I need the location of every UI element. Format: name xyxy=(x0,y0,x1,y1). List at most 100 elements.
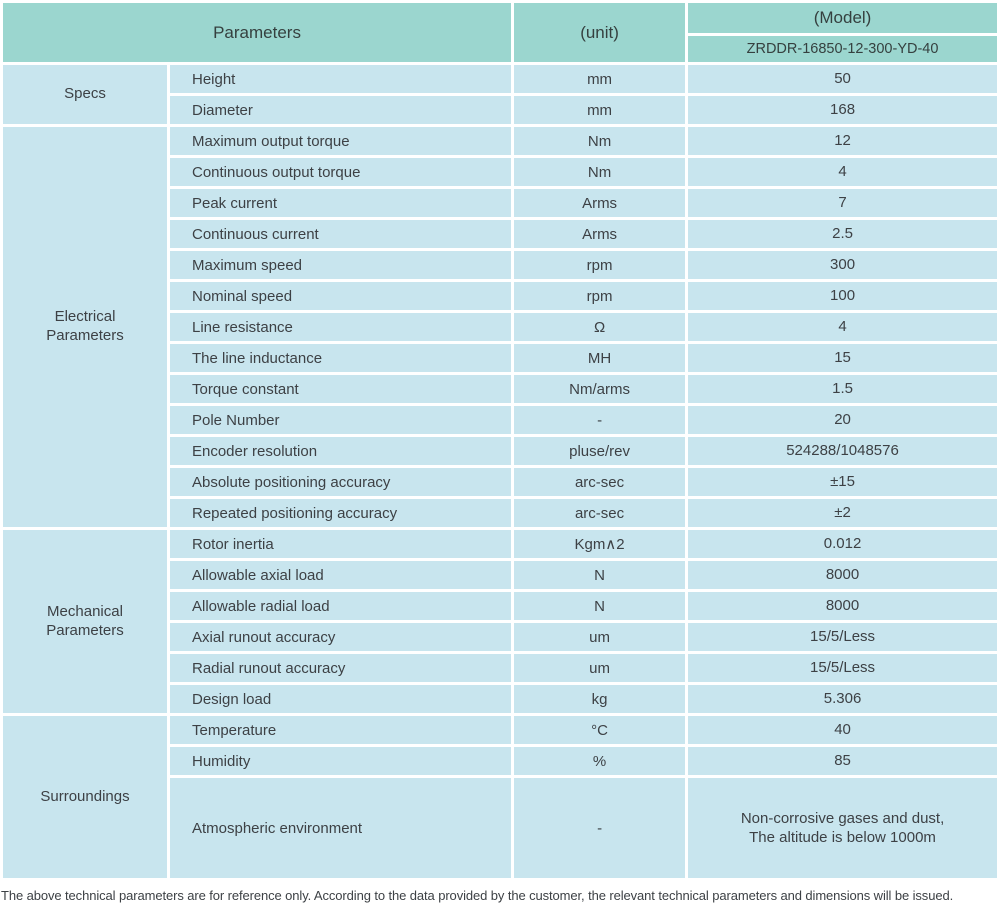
value-cell: 0.012 xyxy=(688,530,997,558)
parameter-cell: Diameter xyxy=(169,96,512,124)
value-cell: 15/5/Less xyxy=(688,623,997,651)
value-cell: 168 xyxy=(688,96,997,124)
header-row-2: ZRDDR-16850-12-300-YD-40 xyxy=(3,36,997,62)
unit-cell: Kgm∧2 xyxy=(514,530,686,558)
unit-cell: Arms xyxy=(514,189,686,217)
parameter-cell: Peak current xyxy=(169,189,512,217)
unit-cell: MH xyxy=(514,344,686,372)
table-row: Pole Number -20 xyxy=(3,406,997,434)
value-cell: 4 xyxy=(688,158,997,186)
parameter-cell: Design load xyxy=(169,685,512,713)
unit-cell: Arms xyxy=(514,220,686,248)
spec-table-header: Parameters (unit) (Model) ZRDDR-16850-12… xyxy=(3,3,997,62)
parameter-cell: Line resistance xyxy=(169,313,512,341)
table-row: Continuous current Arms 2.5 xyxy=(3,220,997,248)
table-row: Maximum speed rpm 300 xyxy=(3,251,997,279)
unit-cell: Nm xyxy=(514,127,686,155)
value-cell: 524288/1048576 xyxy=(688,437,997,465)
table-row: Surroundings Temperature °C 40 xyxy=(3,716,997,878)
parameters-header-cell: Parameters xyxy=(3,3,512,62)
parameter-cell: Encoder resolution xyxy=(169,437,512,465)
unit-cell: - xyxy=(514,406,686,434)
parameter-cell: Pole Number xyxy=(169,406,512,434)
parameter-cell: Radial runout accuracy xyxy=(169,654,512,682)
parameter-cell: Continuous output torque xyxy=(169,158,512,186)
footer-note: The above technical parameters are for r… xyxy=(1,888,954,903)
table-row: Electrical Parameters Maximum output torq… xyxy=(3,127,997,527)
parameter-cell: Temperature xyxy=(169,716,512,744)
category-cell: Mechanical Parameters xyxy=(3,530,167,713)
unit-cell: kg xyxy=(514,685,686,713)
parameter-cell: Maximum output torque xyxy=(169,127,512,155)
table-row: Humidity% 85 xyxy=(3,747,997,775)
unit-cell: Nm/arms xyxy=(514,375,686,403)
parameter-cell: Axial runout accuracy xyxy=(169,623,512,651)
model-number-cell: ZRDDR-16850-12-300-YD-40 xyxy=(688,36,997,62)
parameter-cell: Allowable radial load xyxy=(169,592,512,620)
value-cell: 100 xyxy=(688,282,997,310)
spec-sheet: Parameters (unit) (Model) ZRDDR-16850-12… xyxy=(1,3,997,903)
table-row: The line inductance MH 15 xyxy=(3,344,997,372)
table-row: Absolute positioning accuracy arc-sec ±15 xyxy=(3,468,997,496)
unit-cell: °C xyxy=(514,716,686,744)
parameter-cell: Absolute positioning accuracy xyxy=(169,468,512,496)
spec-table: Parameters (unit) (Model) ZRDDR-16850-12… xyxy=(3,3,997,878)
value-cell: 15/5/Less xyxy=(688,654,997,682)
parameter-cell: Rotor inertia xyxy=(169,530,512,558)
unit-cell: % xyxy=(514,747,686,775)
value-cell: 5.306 xyxy=(688,685,997,713)
table-row: Mechanical Parameters Rotor inertia Kgm∧2 0… xyxy=(3,530,997,713)
table-row: Repeated positioning accuracy arc-sec ±2 xyxy=(3,499,997,527)
value-cell: 1.5 xyxy=(688,375,997,403)
unit-cell: rpm xyxy=(514,282,686,310)
table-row: Design load kg 5.306 xyxy=(3,685,997,713)
value-cell: 50 xyxy=(688,65,997,93)
value-cell: Non-corrosive gases and dust, The altitud… xyxy=(688,778,997,878)
spec-table-body: Specs Height mm 50 Diameter mm 168 Electrical P… xyxy=(3,65,997,878)
unit-header-cell: (unit) xyxy=(514,3,686,62)
category-cell: Electrical Parameters xyxy=(3,127,167,527)
unit-cell: N xyxy=(514,561,686,589)
table-row: Radial runout accuracy um 15/5/Less xyxy=(3,654,997,682)
parameter-cell: Allowable axial load xyxy=(169,561,512,589)
parameter-cell: Continuous current xyxy=(169,220,512,248)
table-row: Diameter mm 168 xyxy=(3,96,997,124)
unit-cell: um xyxy=(514,654,686,682)
unit-cell: um xyxy=(514,623,686,651)
parameter-cell: Nominal speed xyxy=(169,282,512,310)
table-row: Encoder resolution pluse/rev 524288/104857… xyxy=(3,437,997,465)
value-cell: 8000 xyxy=(688,561,997,589)
unit-cell: Ω xyxy=(514,313,686,341)
table-row: Peak current Arms 7 xyxy=(3,189,997,217)
value-cell: 40 xyxy=(688,716,997,744)
value-cell: 8000 xyxy=(688,592,997,620)
value-cell: 4 xyxy=(688,313,997,341)
unit-cell: rpm xyxy=(514,251,686,279)
unit-cell: mm xyxy=(514,65,686,93)
table-row: Atmospheric environment - Non-corrosive ga… xyxy=(3,778,997,878)
parameter-cell: Height xyxy=(169,65,512,93)
parameter-cell: The line inductance xyxy=(169,344,512,372)
value-cell: 12 xyxy=(688,127,997,155)
parameter-cell: Humidity xyxy=(169,747,512,775)
value-cell: ±15 xyxy=(688,468,997,496)
unit-cell: arc-sec xyxy=(514,499,686,527)
category-cell: Surroundings xyxy=(3,716,167,878)
table-row: Nominal speed rpm 100 xyxy=(3,282,997,310)
parameter-cell: Atmospheric environment xyxy=(169,778,512,878)
unit-cell: Nm xyxy=(514,158,686,186)
table-row: Allowable radial load N 8000 xyxy=(3,592,997,620)
value-cell: 85 xyxy=(688,747,997,775)
value-cell: 2.5 xyxy=(688,220,997,248)
unit-cell: pluse/rev xyxy=(514,437,686,465)
category-cell: Specs xyxy=(3,65,167,124)
parameter-cell: Repeated positioning accuracy xyxy=(169,499,512,527)
value-cell: 20 xyxy=(688,406,997,434)
unit-cell: N xyxy=(514,592,686,620)
value-cell: 7 xyxy=(688,189,997,217)
header-row-1: Parameters (unit) (Model) xyxy=(3,3,997,62)
value-cell: ±2 xyxy=(688,499,997,527)
table-row: Line resistance Ω 4 xyxy=(3,313,997,341)
table-row: Allowable axial load N 8000 xyxy=(3,561,997,589)
parameter-cell: Maximum speed xyxy=(169,251,512,279)
